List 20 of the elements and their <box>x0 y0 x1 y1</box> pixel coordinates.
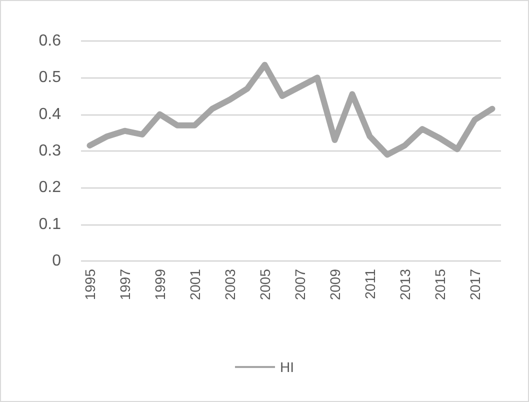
x-tick-label: 2011 <box>362 268 378 300</box>
x-tick-label: 1999 <box>152 268 168 300</box>
x-tick-label: 1995 <box>82 268 98 300</box>
y-tick-label: 0 <box>52 252 62 270</box>
x-tick-label: 1997 <box>116 268 133 300</box>
y-tick-label: 0.2 <box>38 179 62 196</box>
x-tick-label: 2005 <box>256 268 273 300</box>
legend-label: HI <box>280 359 294 375</box>
x-tick-label: 2009 <box>326 268 343 300</box>
y-tick-label: 0.1 <box>38 216 62 233</box>
y-tick-label: 0.4 <box>38 106 62 123</box>
y-tick-label: 0.3 <box>38 142 62 160</box>
x-tick-label: 2017 <box>466 268 483 300</box>
x-tick-label: 2003 <box>222 268 238 300</box>
x-tick-label: 2013 <box>396 268 413 300</box>
x-tick-label: 2007 <box>292 268 308 300</box>
y-tick-label: 0.6 <box>38 32 62 50</box>
x-tick-label: 2001 <box>186 268 203 300</box>
y-tick-label: 0.5 <box>38 69 62 86</box>
x-tick-label: 2015 <box>432 268 448 300</box>
